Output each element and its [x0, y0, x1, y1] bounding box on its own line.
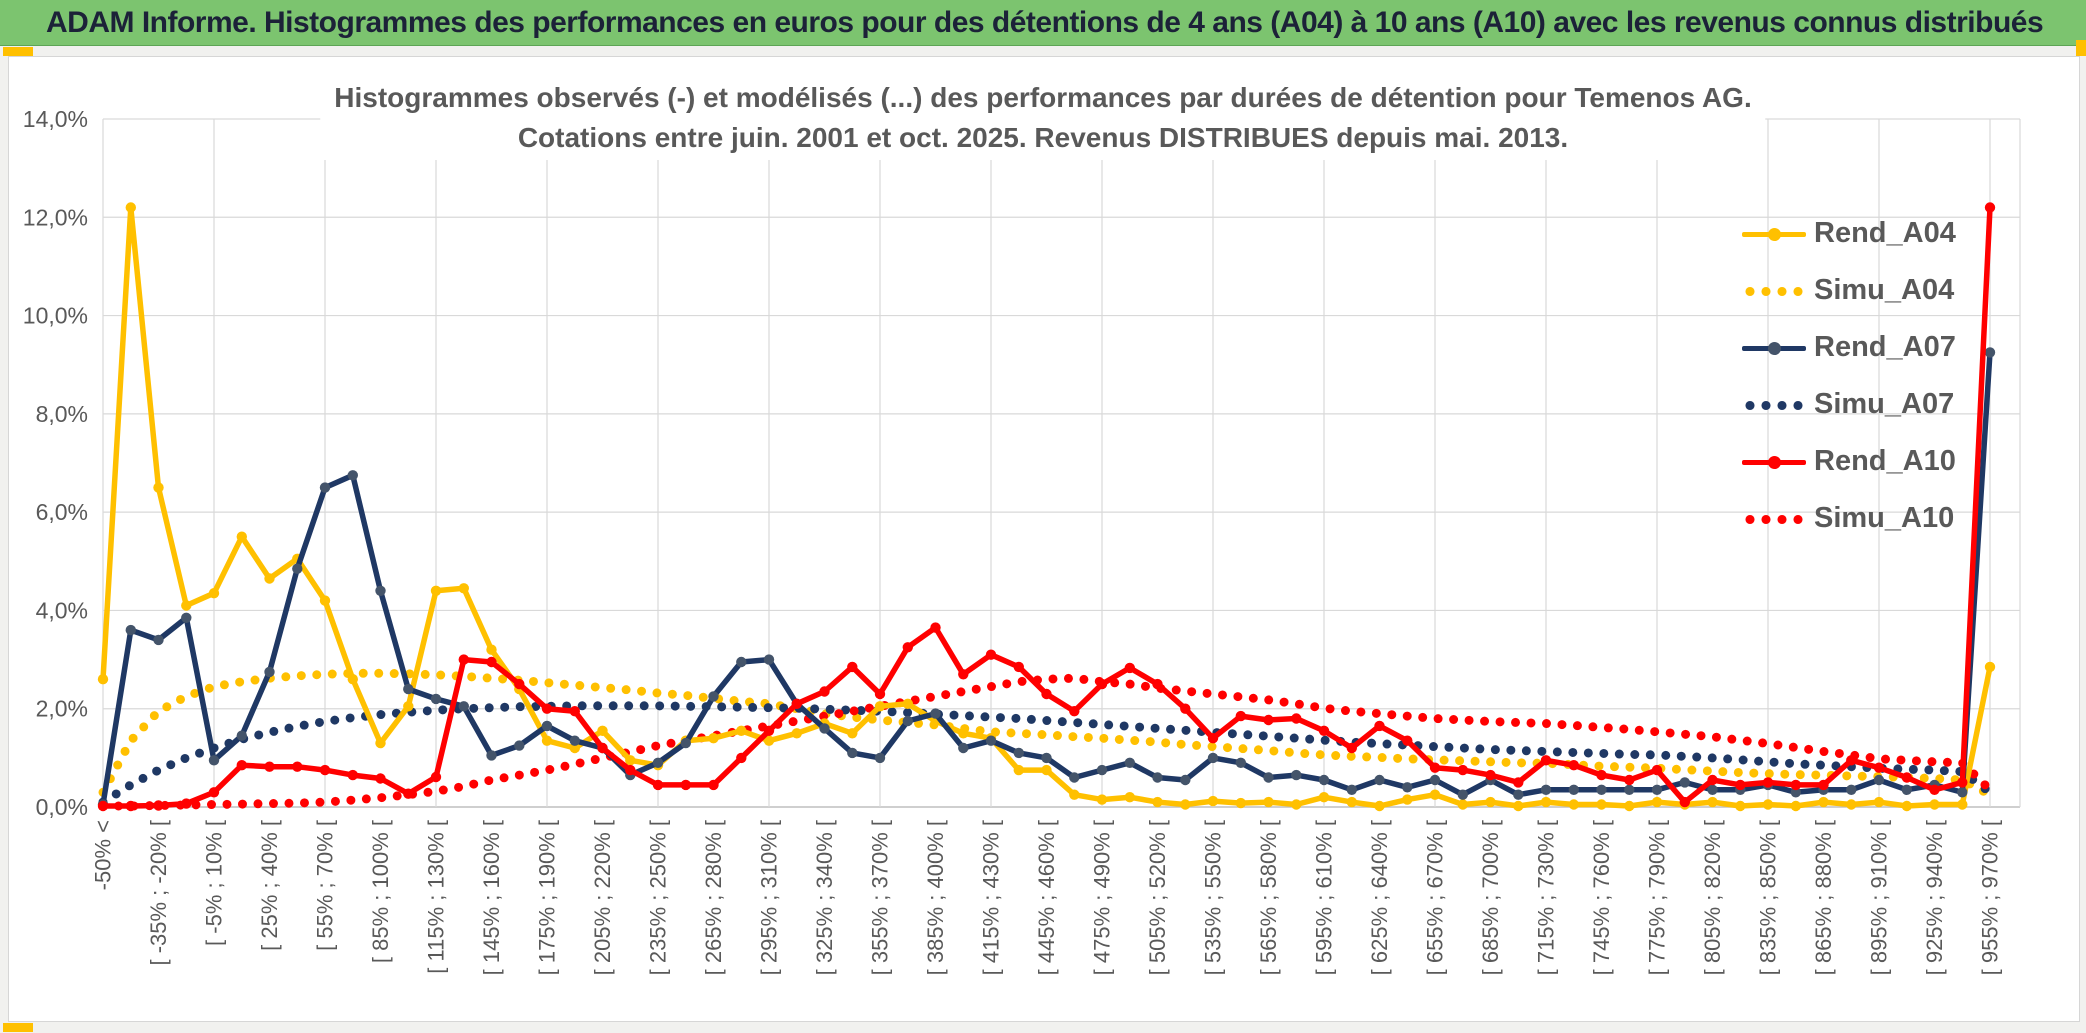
svg-text:[ 595% ; 610% [: [ 595% ; 610% [: [1312, 820, 1337, 975]
legend-label: Rend_A07: [1814, 331, 1956, 363]
svg-text:0,0%: 0,0%: [36, 794, 88, 820]
svg-text:[ 55% ; 70% [: [ 55% ; 70% [: [313, 820, 338, 951]
svg-text:[ 265% ; 280% [: [ 265% ; 280% [: [701, 820, 726, 975]
legend-label: Simu_A04: [1814, 274, 1955, 306]
svg-text:[ -35% ; -20% [: [ -35% ; -20% [: [146, 820, 171, 966]
legend: Rend_A04 Simu_A04 Rend_A07 Simu_A07 Rend…: [1742, 205, 1956, 547]
svg-text:[ 385% ; 400% [: [ 385% ; 400% [: [923, 820, 948, 975]
svg-text:10,0%: 10,0%: [23, 303, 88, 329]
chart-title-line2: Cotations entre juin. 2001 et oct. 2025.…: [517, 122, 1569, 153]
legend-item-rend-a04: Rend_A04: [1742, 205, 1956, 262]
svg-text:8,0%: 8,0%: [36, 401, 88, 427]
svg-text:[ 115% ; 130% [: [ 115% ; 130% [: [424, 820, 449, 974]
svg-text:[ 475% ; 490% [: [ 475% ; 490% [: [1090, 820, 1115, 975]
svg-text:[ 715% ; 730% [: [ 715% ; 730% [: [1534, 820, 1559, 975]
gold-accent-top-right: [2076, 40, 2086, 56]
legend-label: Rend_A10: [1814, 445, 1956, 477]
svg-text:[ 805% ; 820% [: [ 805% ; 820% [: [1700, 820, 1725, 975]
svg-text:[ 835% ; 850% [: [ 835% ; 850% [: [1756, 820, 1781, 975]
svg-text:[ 535% ; 550% [: [ 535% ; 550% [: [1201, 820, 1226, 975]
solid-line-swatch-icon: [1742, 341, 1806, 355]
svg-text:[ 865% ; 880% [: [ 865% ; 880% [: [1811, 820, 1836, 975]
svg-text:4,0%: 4,0%: [36, 597, 88, 623]
svg-text:[ 445% ; 460% [: [ 445% ; 460% [: [1034, 820, 1059, 975]
svg-text:-50% <: -50% <: [91, 820, 116, 890]
svg-text:[ 145% ; 160% [: [ 145% ; 160% [: [479, 820, 504, 975]
svg-text:[ 25% ; 40% [: [ 25% ; 40% [: [257, 820, 282, 951]
series-Simu_A04: [98, 668, 1995, 800]
svg-text:[ 565% ; 580% [: [ 565% ; 580% [: [1256, 820, 1281, 975]
legend-item-rend-a07: Rend_A07: [1742, 319, 1956, 376]
series-Rend_A04: [97, 202, 1996, 812]
solid-line-swatch-icon: [1742, 455, 1806, 469]
svg-text:[ 925% ; 940% [: [ 925% ; 940% [: [1922, 820, 1947, 975]
legend-item-simu-a04: Simu_A04: [1742, 262, 1956, 319]
svg-text:[ 655% ; 670% [: [ 655% ; 670% [: [1423, 820, 1448, 975]
chart-title-line1: Histogrammes observés (-) et modélisés (…: [334, 82, 1752, 113]
series-Simu_A07: [98, 701, 1995, 807]
solid-line-swatch-icon: [1742, 227, 1806, 241]
svg-text:[ 85% ; 100% [: [ 85% ; 100% [: [368, 820, 393, 963]
series-Rend_A07: [97, 347, 1996, 810]
svg-text:12,0%: 12,0%: [23, 204, 88, 230]
gridlines: [102, 118, 2021, 808]
svg-text:[ 415% ; 430% [: [ 415% ; 430% [: [979, 820, 1004, 975]
svg-text:[ 745% ; 760% [: [ 745% ; 760% [: [1589, 820, 1614, 975]
dotted-line-swatch-icon: [1742, 399, 1806, 411]
legend-label: Rend_A04: [1814, 217, 1956, 249]
svg-text:14,0%: 14,0%: [23, 106, 88, 132]
svg-text:[ 895% ; 910% [: [ 895% ; 910% [: [1867, 820, 1892, 975]
y-axis-labels: 0,0% 2,0% 4,0% 6,0% 8,0% 10,0% 12,0% 14,0%: [23, 106, 88, 820]
dotted-line-swatch-icon: [1742, 285, 1806, 297]
svg-text:[ 775% ; 790% [: [ 775% ; 790% [: [1645, 820, 1670, 975]
chart-title: Histogrammes observés (-) et modélisés (…: [320, 76, 1766, 160]
svg-text:6,0%: 6,0%: [36, 499, 88, 525]
gold-accent-bottom-left: [3, 1023, 33, 1032]
banner-title: ADAM Informe. Histogrammes des performan…: [46, 5, 2044, 39]
svg-text:[ 625% ; 640% [: [ 625% ; 640% [: [1367, 820, 1392, 975]
svg-text:[ 355% ; 370% [: [ 355% ; 370% [: [868, 820, 893, 975]
legend-label: Simu_A10: [1814, 502, 1955, 534]
svg-text:[ 205% ; 220% [: [ 205% ; 220% [: [590, 820, 615, 975]
svg-text:[ 235% ; 250% [: [ 235% ; 250% [: [646, 820, 671, 975]
svg-text:[ 505% ; 520% [: [ 505% ; 520% [: [1145, 820, 1170, 975]
svg-text:[ -5% ; 10% [: [ -5% ; 10% [: [202, 820, 227, 946]
legend-item-simu-a07: Simu_A07: [1742, 376, 1956, 433]
dotted-line-swatch-icon: [1742, 513, 1806, 525]
svg-text:2,0%: 2,0%: [36, 696, 88, 722]
svg-text:[ 955% ; 970% [: [ 955% ; 970% [: [1978, 820, 2003, 975]
gold-accent-top-left: [3, 47, 33, 56]
banner: ADAM Informe. Histogrammes des performan…: [0, 0, 2086, 46]
x-axis-labels: -50% < [ -35% ; -20% [ [ -5% ; 10% [ [ 25% …: [91, 820, 2003, 975]
svg-text:[ 295% ; 310% [: [ 295% ; 310% [: [757, 820, 782, 975]
legend-label: Simu_A07: [1814, 388, 1955, 420]
svg-text:[ 325% ; 340% [: [ 325% ; 340% [: [812, 820, 837, 975]
svg-text:[ 175% ; 190% [: [ 175% ; 190% [: [535, 820, 560, 975]
legend-item-rend-a10: Rend_A10: [1742, 433, 1956, 490]
legend-item-simu-a10: Simu_A10: [1742, 490, 1956, 547]
svg-text:[ 685% ; 700% [: [ 685% ; 700% [: [1478, 820, 1503, 975]
series-Rend_A10: [97, 202, 1996, 812]
